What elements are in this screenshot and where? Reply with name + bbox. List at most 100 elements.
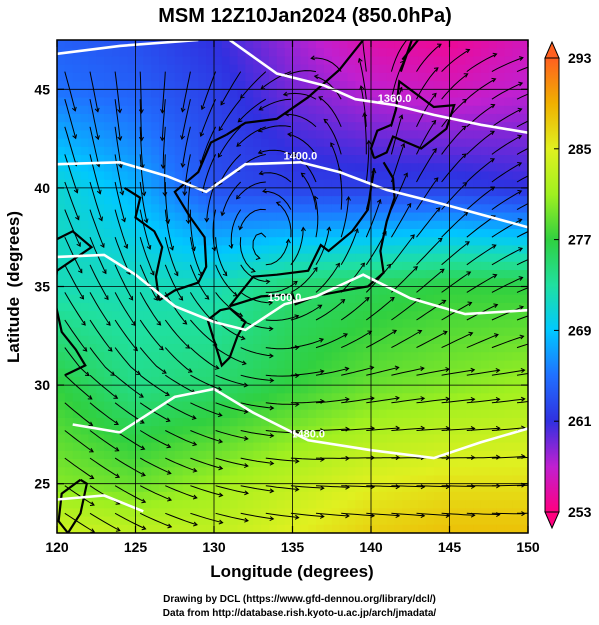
field-cell	[261, 196, 270, 205]
field-cell	[127, 393, 137, 403]
field-cell	[371, 56, 380, 66]
field-cell	[520, 459, 528, 468]
field-cell	[418, 171, 427, 181]
wind-arrow	[463, 73, 469, 78]
field-cell	[80, 278, 89, 288]
field-cell	[151, 319, 160, 329]
field-cell	[465, 212, 474, 222]
field-cell	[72, 40, 82, 49]
field-cell	[88, 48, 97, 58]
field-cell	[88, 508, 97, 518]
field-cell	[159, 253, 168, 263]
field-cell	[268, 409, 278, 419]
field-cell	[496, 483, 506, 493]
field-cell	[331, 155, 341, 164]
field-cell	[300, 508, 309, 518]
field-cell	[182, 122, 192, 131]
streamline	[276, 202, 292, 238]
field-cell	[410, 237, 419, 247]
wind-arrow	[218, 438, 224, 444]
field-cell	[221, 327, 231, 337]
wind-arrow	[185, 344, 191, 349]
field-cell	[88, 475, 97, 485]
streamline	[315, 299, 345, 321]
field-cell	[284, 434, 294, 444]
wind-arrow	[192, 441, 198, 447]
field-cell	[457, 130, 466, 140]
field-cell	[347, 56, 356, 66]
field-cell	[104, 204, 113, 214]
field-cell	[221, 294, 231, 304]
field-cell	[371, 204, 380, 214]
field-cell	[512, 261, 521, 271]
field-cell	[214, 491, 223, 501]
field-cell	[253, 335, 262, 345]
streamline	[287, 133, 317, 155]
field-cell	[496, 450, 506, 460]
field-cell	[253, 434, 262, 444]
field-cell	[441, 122, 451, 131]
field-cell	[206, 491, 215, 501]
coastline-segment	[399, 40, 413, 72]
field-cell	[465, 335, 474, 345]
field-cell	[206, 204, 215, 214]
field-cell	[347, 467, 356, 477]
field-cell	[480, 319, 490, 329]
field-cell	[402, 335, 411, 345]
field-cell	[276, 393, 286, 403]
field-cell	[425, 261, 435, 271]
field-cell	[331, 467, 341, 477]
field-cell	[323, 401, 333, 411]
field-cell	[253, 212, 262, 222]
streamline	[215, 292, 243, 317]
field-cell	[229, 237, 239, 247]
credit-drawing: Drawing by DCL (https://www.gfd-dennou.o…	[163, 594, 436, 605]
field-cell	[449, 179, 458, 189]
field-cell	[237, 524, 246, 533]
field-cell	[261, 48, 270, 58]
field-cell	[504, 459, 513, 468]
field-cell	[441, 409, 451, 419]
field-cell	[418, 155, 427, 164]
field-cell	[229, 171, 239, 181]
field-cell	[261, 385, 270, 394]
field-cell	[457, 524, 466, 533]
field-cell	[394, 278, 403, 288]
field-cell	[80, 286, 89, 296]
field-cell	[331, 81, 341, 90]
field-cell	[135, 442, 144, 452]
field-cell	[166, 196, 176, 205]
field-cell	[449, 442, 458, 452]
field-cell	[72, 105, 82, 115]
field-cell	[88, 220, 97, 230]
field-cell	[198, 97, 207, 107]
field-cell	[174, 311, 184, 320]
field-cell	[323, 253, 333, 263]
field-cell	[64, 253, 74, 263]
field-cell	[104, 113, 113, 123]
field-cell	[284, 508, 294, 518]
field-cell	[402, 113, 411, 123]
field-cell	[488, 327, 498, 337]
field-cell	[339, 228, 349, 238]
streamline	[315, 398, 349, 404]
field-cell	[143, 368, 152, 378]
field-cell	[151, 352, 160, 362]
field-cell	[135, 179, 144, 189]
streamline	[139, 319, 164, 351]
field-cell	[174, 467, 184, 477]
field-cell	[284, 220, 294, 230]
field-cell	[316, 130, 325, 140]
field-cell	[119, 335, 129, 345]
field-cell	[221, 475, 231, 485]
field-cell	[151, 171, 160, 181]
field-cell	[57, 56, 66, 66]
field-cell	[96, 56, 105, 66]
field-cell	[80, 352, 89, 362]
field-cell	[323, 335, 333, 345]
field-cell	[268, 204, 278, 214]
field-cell	[355, 253, 364, 263]
field-cell	[441, 500, 451, 509]
field-cell	[473, 130, 482, 140]
field-cell	[520, 516, 528, 526]
